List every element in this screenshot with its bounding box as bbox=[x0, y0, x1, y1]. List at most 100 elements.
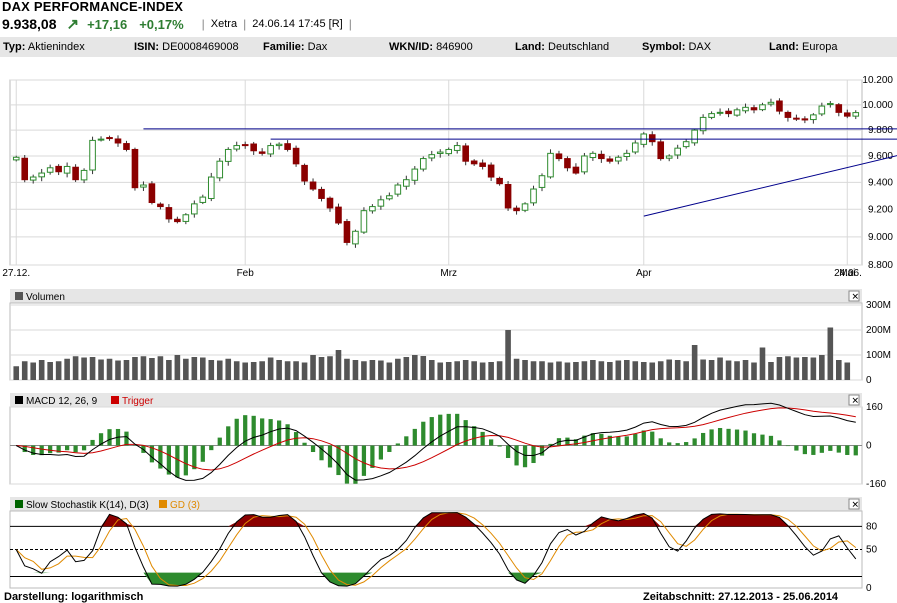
volume-bar bbox=[166, 360, 172, 380]
macd-histogram-bar bbox=[413, 429, 417, 446]
candle bbox=[259, 152, 265, 153]
macd-histogram-bar bbox=[531, 446, 535, 464]
price-tick-label: 9.600 bbox=[868, 151, 893, 162]
candle bbox=[370, 207, 376, 211]
trigger-legend-swatch bbox=[111, 396, 119, 404]
price-panel: 10.20010.0009.8009.6009.4009.2009.0008.8… bbox=[2, 75, 897, 279]
macd-histogram-bar bbox=[311, 446, 315, 453]
volume-bar bbox=[454, 361, 460, 380]
volume-bar bbox=[225, 359, 231, 380]
volume-bar bbox=[777, 357, 783, 380]
volume-bar bbox=[64, 359, 70, 380]
candle bbox=[726, 111, 732, 113]
volume-bar bbox=[293, 361, 299, 380]
volume-bar bbox=[429, 360, 435, 380]
candle bbox=[819, 106, 825, 114]
candle bbox=[590, 153, 596, 157]
candle bbox=[310, 182, 316, 189]
volume-bar bbox=[336, 350, 342, 380]
macd-histogram-bar bbox=[235, 419, 239, 446]
volume-legend-swatch bbox=[15, 292, 23, 300]
candle bbox=[836, 105, 842, 113]
candle bbox=[811, 115, 817, 120]
candle bbox=[471, 161, 477, 164]
date-tick-label: Feb bbox=[237, 268, 255, 279]
volume-bar bbox=[844, 363, 850, 381]
macd-histogram-bar bbox=[684, 442, 688, 445]
candle bbox=[183, 215, 189, 222]
volume-bar bbox=[734, 361, 740, 380]
footer-period: Zeitabschnitt: 27.12.2013 - 25.06.2014 bbox=[643, 591, 838, 603]
macd-histogram-bar bbox=[455, 414, 459, 446]
volume-plot-area bbox=[10, 303, 862, 380]
macd-histogram-bar bbox=[65, 446, 69, 451]
candle bbox=[463, 146, 469, 161]
volume-bar bbox=[124, 360, 130, 380]
gd-label: GD (3) bbox=[170, 500, 200, 511]
date-tick-label: 27.12. bbox=[2, 268, 30, 279]
candle bbox=[624, 153, 630, 156]
candle bbox=[30, 177, 36, 180]
volume-bar bbox=[192, 357, 198, 380]
macd-histogram-bar bbox=[743, 431, 747, 446]
macd-histogram-bar bbox=[421, 422, 425, 446]
volume-bar bbox=[175, 355, 181, 380]
volume-bar bbox=[395, 359, 401, 380]
macd-histogram-bar bbox=[786, 446, 790, 447]
volume-bar bbox=[115, 361, 121, 381]
volume-bar bbox=[98, 360, 104, 381]
volume-bar bbox=[548, 363, 554, 381]
volume-bar bbox=[81, 358, 87, 381]
volume-bar bbox=[463, 360, 469, 380]
macd-histogram-bar bbox=[506, 446, 510, 459]
volume-bar bbox=[632, 361, 638, 380]
candle bbox=[404, 180, 410, 187]
volume-bar bbox=[259, 361, 265, 380]
volume-bar bbox=[828, 328, 834, 381]
close-icon[interactable]: ✕ bbox=[849, 291, 859, 302]
candle bbox=[412, 169, 418, 180]
volume-bar bbox=[785, 356, 791, 380]
candle bbox=[268, 146, 274, 154]
candle bbox=[794, 118, 800, 119]
volume-bar bbox=[488, 362, 494, 380]
volume-bar bbox=[514, 359, 520, 380]
volume-bar bbox=[132, 357, 138, 380]
volume-bar bbox=[404, 357, 410, 380]
candle bbox=[785, 112, 791, 117]
candle bbox=[353, 231, 359, 244]
close-icon[interactable]: ✕ bbox=[849, 395, 859, 406]
macd-histogram-bar bbox=[837, 446, 841, 453]
candle bbox=[768, 102, 774, 104]
volume-header bbox=[10, 289, 862, 303]
volume-bar bbox=[497, 361, 503, 380]
candle bbox=[446, 149, 452, 153]
macd-histogram-bar bbox=[676, 443, 680, 445]
macd-histogram-bar bbox=[633, 434, 637, 446]
candle bbox=[675, 148, 681, 155]
candle bbox=[666, 156, 672, 158]
date-tick-label: Mrz bbox=[440, 268, 457, 279]
macd-histogram-bar bbox=[40, 446, 44, 456]
macd-histogram-bar bbox=[642, 430, 646, 445]
candle bbox=[828, 104, 834, 105]
macd-histogram-bar bbox=[472, 426, 476, 445]
candle bbox=[709, 114, 715, 118]
volume-bar bbox=[565, 363, 571, 381]
stochastic-tick-label: 50 bbox=[866, 545, 878, 556]
macd-histogram-bar bbox=[90, 440, 94, 446]
close-icon[interactable]: ✕ bbox=[849, 499, 859, 510]
volume-bar bbox=[387, 363, 393, 381]
candle bbox=[225, 149, 231, 161]
macd-histogram-bar bbox=[218, 438, 222, 446]
volume-bar bbox=[607, 362, 613, 380]
volume-bar bbox=[268, 358, 274, 381]
macd-histogram-bar bbox=[209, 446, 213, 451]
macd-histogram-bar bbox=[404, 436, 408, 445]
volume-bar bbox=[709, 360, 715, 380]
candle bbox=[242, 145, 248, 146]
candle bbox=[192, 204, 198, 214]
volume-bar bbox=[539, 361, 545, 380]
candle bbox=[124, 144, 130, 150]
